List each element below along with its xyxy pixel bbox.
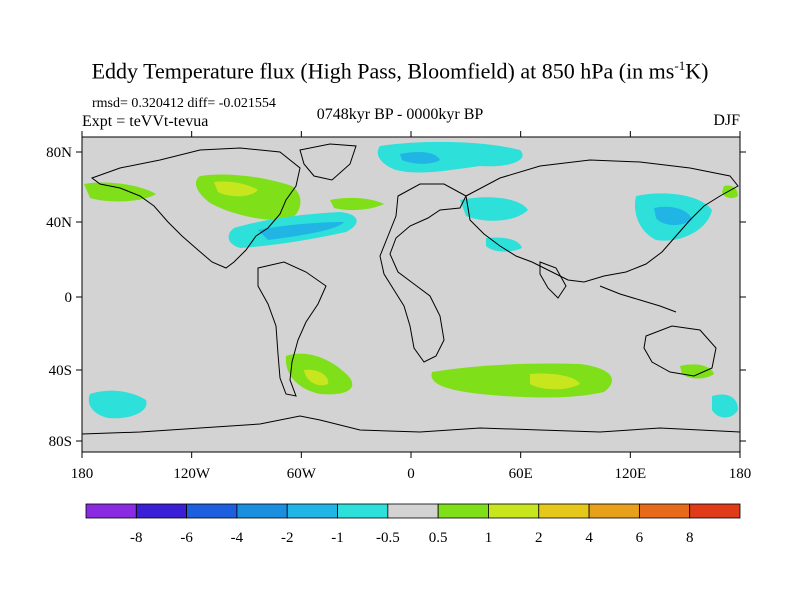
- colorbar-label: 2: [535, 530, 543, 546]
- colorbar-box: [689, 503, 741, 519]
- title-tail: K): [685, 58, 709, 84]
- lat-tick-label: 40N: [46, 215, 72, 231]
- coast-india: [539, 261, 567, 299]
- contour-middle-east-cyan: [486, 237, 522, 252]
- colorbar-box: [387, 503, 439, 519]
- colorbar-box: [186, 503, 238, 519]
- colorbar-label: -2: [281, 530, 294, 546]
- colorbar-box: [337, 503, 389, 519]
- title-main: Eddy Temperature flux (High Pass, Bloomf…: [91, 58, 675, 84]
- lon-tick-label: 0: [407, 466, 415, 482]
- lat-tick-label: 0: [65, 290, 73, 306]
- colorbar-label: -1: [331, 530, 344, 546]
- stats-line: rmsd= 0.320412 diff= -0.021554: [92, 96, 276, 111]
- lon-tick-label: 180: [729, 466, 752, 482]
- colorbar-label: -4: [231, 530, 244, 546]
- contour-southern-ocean-cyan: [712, 394, 738, 418]
- colorbar-box: [236, 503, 288, 519]
- colorbar-box: [588, 503, 640, 519]
- colorbar-box: [638, 503, 691, 519]
- coast-maritime: [599, 285, 677, 313]
- colorbar-box: [538, 503, 590, 519]
- lon-tick-label: 120E: [614, 466, 646, 482]
- coast-asia: [465, 159, 739, 283]
- coast-australia: [643, 325, 717, 377]
- period-label: 0748kyr BP - 0000kyr BP: [316, 106, 484, 123]
- anomaly-shading: [84, 141, 738, 419]
- lon-tick-label: 120W: [173, 466, 211, 482]
- coast-antarctica: [81, 415, 741, 435]
- colorbar-box: [135, 503, 188, 519]
- colorbar-label: 0.5: [429, 530, 448, 546]
- coast-greenland: [299, 143, 357, 181]
- lat-tick-label: 80N: [46, 145, 72, 161]
- colorbar-box: [85, 503, 137, 519]
- colorbar-box: [488, 503, 540, 519]
- contour-atlantic-blue: [258, 222, 344, 240]
- coast-south-america: [257, 261, 327, 397]
- coastlines: [81, 143, 741, 435]
- lon-tick-label: 60W: [287, 466, 317, 482]
- lat-tick-label: 80S: [49, 434, 72, 450]
- colorbar-label: -6: [180, 530, 193, 546]
- experiment-label: Expt = teVVt-tevua: [82, 113, 209, 130]
- lat-tick-label: 40S: [49, 363, 72, 379]
- contour-arctic-blue: [400, 152, 440, 164]
- contour-europe-cyan: [460, 197, 528, 221]
- contour-south-atlantic-green: [431, 363, 612, 398]
- colorbar-box: [286, 503, 338, 519]
- contour-arctic-cyan: [377, 141, 523, 173]
- map-axes: 180 120W 60W 0 60E 120E 180 80N 40N 0 40S 80S: [46, 131, 751, 482]
- lon-tick-label: 60E: [509, 466, 533, 482]
- colorbar-label: 8: [686, 530, 694, 546]
- colorbar-box: [437, 503, 489, 519]
- title-superscript: -1: [674, 58, 686, 73]
- map-background: [82, 137, 740, 452]
- colorbar-label: -0.5: [376, 530, 400, 546]
- contour-pacific-green: [84, 182, 156, 202]
- coast-north-america: [90, 147, 301, 269]
- contour-east-asia-blue: [654, 206, 692, 226]
- plot-title: Eddy Temperature flux (High Pass, Bloomf…: [0, 58, 800, 84]
- contour-south-pacific-cyan: [88, 390, 147, 419]
- colorbar-label: -8: [130, 530, 143, 546]
- colorbar: -8 -6 -4 -2 -1 -0.5 0.5 1 2 4 6 8: [85, 503, 741, 546]
- contour-south-indian-yellow: [530, 373, 580, 390]
- coast-europe-africa: [379, 183, 467, 363]
- colorbar-label: 6: [636, 530, 644, 546]
- colorbar-label: 1: [485, 530, 493, 546]
- lon-tick-label: 180: [71, 466, 94, 482]
- contour-north-america-yellow: [214, 181, 258, 197]
- contour-atlantic-green: [330, 197, 384, 211]
- colorbar-label: 4: [585, 530, 593, 546]
- season-label: DJF: [713, 112, 740, 129]
- contour-south-america-yellow: [304, 369, 329, 386]
